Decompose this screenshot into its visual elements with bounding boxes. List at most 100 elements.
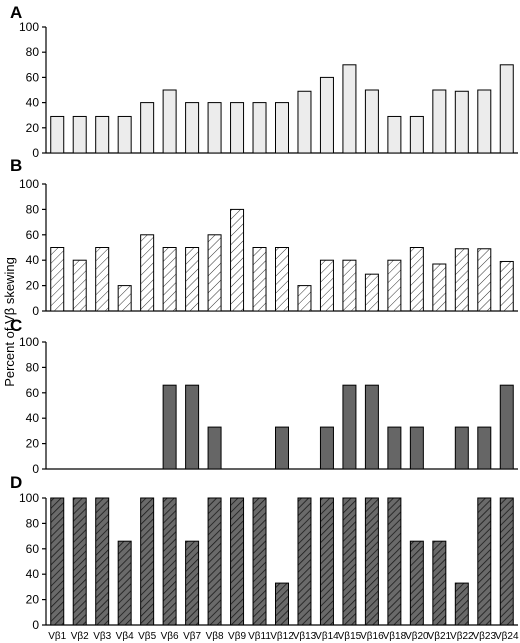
y-tick-label: 80: [26, 202, 40, 216]
bar-Vβ4: [117, 285, 132, 312]
bar-Vβ14: [319, 76, 334, 154]
y-tick-label: 0: [32, 304, 39, 318]
bar-Vβ24: [499, 64, 514, 154]
panel-letter: B: [10, 156, 22, 175]
bar-Vβ21: [432, 89, 447, 154]
bar-Vβ3: [95, 115, 110, 154]
y-tick-label: 20: [26, 279, 40, 293]
panel-c: C 0 20 40 60 80 100: [10, 316, 518, 476]
bar-Vβ22: [454, 426, 469, 470]
y-tick-label: 20: [26, 437, 40, 451]
x-category-label: Vβ9: [228, 631, 246, 642]
x-category-label: Vβ12: [270, 631, 294, 642]
x-category-label: Vβ8: [206, 631, 224, 642]
y-tick-label: 80: [26, 360, 40, 374]
bar-Vβ6: [162, 384, 177, 470]
y-tick-label: 60: [26, 542, 40, 556]
bar-Vβ14: [319, 497, 334, 626]
x-category-label: Vβ3: [93, 631, 111, 642]
bar-Vβ14: [319, 426, 334, 470]
bar-Vβ24: [499, 497, 514, 626]
x-category-label: Vβ24: [495, 631, 519, 642]
x-category-label: Vβ7: [183, 631, 201, 642]
x-category-label: Vβ20: [405, 631, 429, 642]
bar-Vβ8: [207, 102, 222, 154]
bar-Vβ22: [454, 582, 469, 626]
bar-Vβ21: [432, 263, 447, 312]
y-tick-label: 80: [26, 516, 40, 530]
x-category-label: Vβ5: [138, 631, 156, 642]
bar-Vβ2: [72, 259, 87, 312]
bar-Vβ20: [409, 540, 424, 626]
bar-Vβ16: [364, 89, 379, 154]
x-category-label: Vβ16: [360, 631, 384, 642]
bar-Vβ15: [342, 497, 357, 626]
bar-Vβ6: [162, 247, 177, 312]
bar-Vβ2: [72, 115, 87, 154]
bar-Vβ8: [207, 234, 222, 312]
bar-Vβ20: [409, 115, 424, 154]
y-tick-label: 100: [19, 20, 39, 34]
y-tick-label: 40: [26, 411, 40, 425]
y-tick-label: 0: [32, 146, 39, 160]
y-axis-label: Percent of Vβ skewing: [2, 257, 17, 387]
bar-Vβ22: [454, 90, 469, 154]
bar-Vβ15: [342, 64, 357, 154]
y-tick-label: 40: [26, 253, 40, 267]
panel-letter: A: [10, 3, 22, 22]
bar-Vβ16: [364, 384, 379, 470]
bar-Vβ8: [207, 497, 222, 626]
bar-Vβ23: [477, 426, 492, 470]
bar-Vβ23: [477, 89, 492, 154]
bar-Vβ2: [72, 497, 87, 626]
x-category-label: Vβ13: [293, 631, 317, 642]
bar-Vβ24: [499, 384, 514, 470]
bar-Vβ20: [409, 247, 424, 312]
bar-Vβ15: [342, 384, 357, 470]
bar-Vβ5: [140, 234, 155, 312]
y-tick-label: 60: [26, 228, 40, 242]
x-category-label: Vβ1: [48, 631, 66, 642]
x-category-label: Vβ18: [383, 631, 407, 642]
bar-Vβ23: [477, 497, 492, 626]
bar-Vβ1: [50, 247, 65, 312]
y-tick-label: 0: [32, 462, 39, 476]
bar-Vβ4: [117, 115, 132, 154]
bar-Vβ8: [207, 426, 222, 470]
bar-Vβ7: [185, 247, 200, 312]
bar-Vβ11: [252, 497, 267, 626]
y-tick-label: 0: [32, 618, 39, 632]
bar-Vβ11: [252, 247, 267, 312]
bar-Vβ14: [319, 259, 334, 312]
bar-Vβ9: [230, 497, 245, 626]
bar-Vβ22: [454, 248, 469, 312]
panel-letter: C: [10, 316, 22, 335]
panel-letter: D: [10, 473, 22, 492]
bar-Vβ16: [364, 273, 379, 312]
bar-Vβ11: [252, 102, 267, 154]
panel-d: D 0 20 40 60 80 100 Vβ1 Vβ2 Vβ3 Vβ4 Vβ5 Vβ6 Vβ7 Vβ8 Vβ9…: [10, 473, 519, 642]
bar-Vβ7: [185, 384, 200, 470]
x-category-label: Vβ6: [161, 631, 179, 642]
y-tick-label: 100: [19, 335, 39, 349]
x-category-label: Vβ4: [116, 631, 134, 642]
x-category-label: Vβ2: [71, 631, 89, 642]
x-category-label: Vβ15: [338, 631, 362, 642]
bar-Vβ13: [297, 285, 312, 312]
bar-Vβ18: [387, 497, 402, 626]
bar-Vβ4: [117, 540, 132, 626]
y-tick-label: 40: [26, 567, 40, 581]
y-tick-label: 20: [26, 121, 40, 135]
bar-Vβ21: [432, 540, 447, 626]
bar-Vβ12: [275, 102, 289, 154]
bar-Vβ3: [95, 247, 110, 312]
x-category-label: Vβ23: [473, 631, 497, 642]
y-tick-label: 60: [26, 70, 40, 84]
bar-Vβ18: [387, 259, 402, 312]
y-tick-label: 60: [26, 386, 40, 400]
bar-Vβ12: [275, 426, 289, 470]
bar-Vβ18: [387, 426, 402, 470]
bar-Vβ5: [140, 497, 155, 626]
bar-Vβ24: [499, 260, 514, 312]
